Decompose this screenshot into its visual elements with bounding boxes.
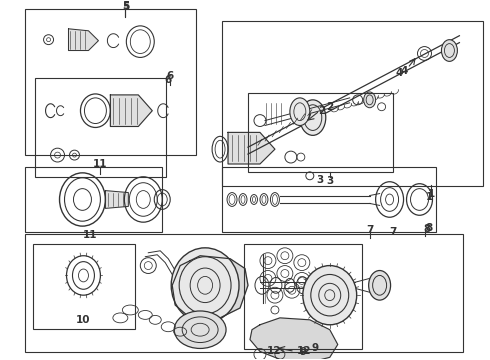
Text: 3: 3 [316, 175, 323, 185]
Bar [35, 78, 166, 177]
Text: 6: 6 [167, 71, 174, 81]
Text: 12: 12 [267, 346, 281, 356]
Polygon shape [250, 318, 338, 360]
Bar [24, 167, 162, 232]
Ellipse shape [364, 92, 376, 108]
Bar [222, 21, 483, 186]
Text: 7: 7 [389, 227, 396, 237]
Text: 4: 4 [396, 68, 403, 78]
Text: 4: 4 [401, 66, 408, 76]
Polygon shape [172, 256, 248, 318]
Bar [24, 9, 196, 155]
Text: 1: 1 [426, 192, 433, 202]
Polygon shape [110, 95, 152, 126]
Text: 9: 9 [299, 347, 306, 357]
Ellipse shape [303, 266, 357, 325]
Text: 11: 11 [83, 230, 98, 240]
Ellipse shape [368, 270, 391, 300]
Text: 8: 8 [426, 223, 433, 233]
Bar [244, 244, 362, 350]
Ellipse shape [300, 100, 326, 135]
Text: 5: 5 [122, 1, 129, 11]
Bar [248, 93, 392, 172]
Polygon shape [69, 29, 98, 50]
Text: 2: 2 [326, 102, 333, 112]
Ellipse shape [290, 98, 310, 126]
Text: 5: 5 [122, 2, 129, 12]
Text: 10: 10 [76, 315, 91, 325]
Polygon shape [228, 132, 275, 164]
Text: 11: 11 [93, 159, 108, 169]
Ellipse shape [171, 248, 239, 323]
Text: 6: 6 [165, 75, 172, 85]
Text: 8: 8 [424, 224, 431, 234]
Text: 2: 2 [318, 106, 325, 116]
Text: 7: 7 [366, 225, 373, 235]
Bar [33, 244, 135, 329]
Ellipse shape [441, 40, 457, 61]
Text: 9: 9 [311, 343, 318, 354]
Text: 3: 3 [326, 176, 333, 186]
Polygon shape [105, 190, 128, 208]
Bar [24, 234, 464, 352]
Bar [222, 167, 437, 232]
Ellipse shape [174, 311, 226, 348]
Text: 12: 12 [296, 346, 311, 356]
Text: 1: 1 [428, 189, 435, 199]
